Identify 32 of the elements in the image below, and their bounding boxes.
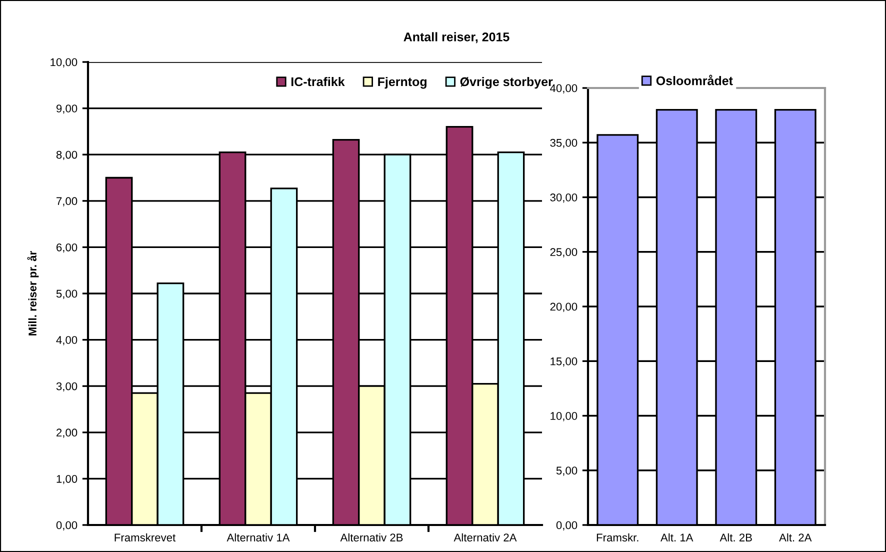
y-tick-label: 1,00: [56, 474, 78, 484]
x-tick-label: Framskr.: [596, 533, 638, 542]
y-tick-label: 10,00: [550, 412, 578, 422]
legend-label: Osloområdet: [656, 74, 733, 86]
legend-label: Fjerntog: [378, 76, 426, 89]
y-tick-label: 0,00: [56, 521, 78, 530]
y-tick-label: 8,00: [56, 150, 78, 160]
y-tick-label: 30,00: [550, 194, 578, 203]
chart-title: Antall reiser, 2015: [404, 32, 510, 44]
legend-label: IC-trafikk: [291, 76, 345, 86]
y-tick-label: 7,00: [56, 197, 78, 206]
x-tick-label: Alt. 2A: [779, 533, 812, 542]
y-tick-label: 20,00: [550, 302, 578, 312]
y-tick-label: 0,00: [556, 521, 578, 530]
y-tick-label: 35,00: [550, 138, 578, 148]
x-tick-label: Framskrevet: [114, 533, 176, 542]
x-tick-label: Alternativ 2B: [340, 533, 403, 542]
x-tick-label: Alt. 1A: [660, 533, 694, 542]
y-tick-label: 10,00: [50, 58, 78, 68]
y-tick-label: 3,00: [56, 382, 78, 392]
y-tick-label: 2,00: [56, 428, 78, 438]
x-tick-label: Alt. 2B: [720, 533, 752, 542]
y-tick-label: 5,00: [56, 290, 78, 299]
y-tick-label: 25,00: [550, 248, 578, 258]
x-tick-label: Alternativ 1A: [226, 533, 290, 542]
y-axis-title: Mill. reiser pr. år: [27, 251, 39, 336]
y-tick-label: 5,00: [556, 466, 578, 476]
y-tick-label: 6,00: [56, 243, 78, 253]
y-tick-label: 15,00: [550, 357, 578, 367]
y-tick-label: 4,00: [56, 336, 78, 346]
x-tick-label: Alternativ 2A: [454, 533, 517, 542]
y-tick-label: 9,00: [56, 104, 78, 114]
